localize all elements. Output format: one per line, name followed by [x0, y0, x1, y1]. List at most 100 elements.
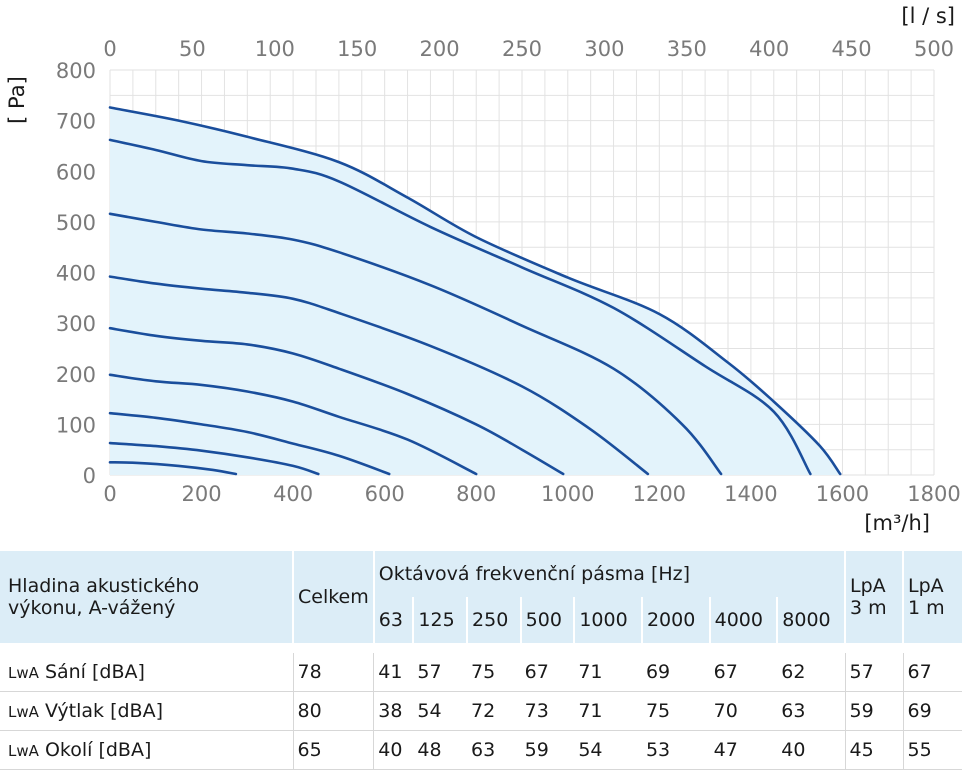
row-total: 80	[292, 691, 374, 731]
fan-curve-5	[108, 326, 565, 476]
band-value: 63	[467, 730, 521, 770]
table-header-row: Hladina akustického výkonu, A-vážený Cel…	[0, 551, 962, 643]
row-lpa-3m: 59	[844, 691, 903, 731]
x-bottom-tick-label: 1400	[724, 482, 777, 506]
x-bottom-tick-label: 400	[273, 482, 313, 506]
band-cell: 125	[412, 597, 468, 643]
fan-curve-7	[108, 411, 391, 476]
band-value: 41	[373, 653, 414, 692]
band-value: 75	[467, 653, 521, 692]
x-top-tick-label: 150	[337, 37, 377, 61]
y-axis-ticks: 0 100 200 300 400 500 600 700 800	[56, 59, 96, 488]
x-top-tick-label: 0	[103, 37, 116, 61]
band-value: 69	[641, 653, 710, 692]
fan-curve-9	[108, 461, 238, 476]
x-bottom-tick-label: 600	[365, 482, 405, 506]
row-label: LwA Okolí [dBA]	[0, 730, 293, 770]
band-cell: 4000	[708, 597, 778, 643]
header-label-line2: výkonu, A-vážený	[8, 597, 176, 619]
row-total: 78	[292, 653, 374, 692]
header-celkem: Celkem	[292, 551, 374, 643]
band-value: 72	[467, 691, 521, 731]
x-top-tick-label: 50	[179, 37, 206, 61]
y-tick-label: 400	[56, 262, 96, 286]
x-bottom-axis-ticks: 0 200 400 600 800 1000 1200 1400 1600 1800	[103, 482, 960, 506]
header-lpa-1m: LpA 1 m	[902, 551, 962, 643]
band-cell: 2000	[640, 597, 710, 643]
header-octave-title: Oktávová frekvenční pásma [Hz]	[372, 551, 845, 597]
row-lpa-3m: 45	[844, 730, 903, 770]
band-value: 67	[709, 653, 778, 692]
band-value: 48	[413, 730, 468, 770]
band-value: 62	[777, 653, 845, 692]
y-tick-label: 200	[56, 363, 96, 387]
y-tick-label: 800	[56, 59, 96, 83]
x-top-tick-label: 450	[832, 37, 872, 61]
y-tick-label: 100	[56, 413, 96, 437]
row-label: LwA Výtlak [dBA]	[0, 691, 293, 731]
x-bottom-tick-label: 1800	[907, 482, 960, 506]
fan-curve-2	[108, 138, 812, 476]
x-top-unit-label: [l / s]	[901, 4, 955, 28]
band-value: 53	[641, 730, 710, 770]
x-bottom-tick-label: 200	[182, 482, 222, 506]
fan-curve-4	[108, 275, 650, 476]
table-row: LwA Okolí [dBA] 65 40 48 63 59 54 53 47 …	[0, 730, 962, 770]
y-tick-label: 500	[56, 211, 96, 235]
band-value: 59	[520, 730, 575, 770]
fan-curve-3	[108, 212, 723, 476]
band-value: 71	[574, 653, 642, 692]
x-top-tick-label: 300	[584, 37, 624, 61]
band-cell: 500	[519, 597, 575, 643]
row-total: 65	[292, 730, 374, 770]
x-top-axis-ticks: 0 50 100 150 200 250 300 350 400 450 500	[103, 37, 954, 61]
x-bottom-tick-label: 0	[103, 482, 116, 506]
band-value: 54	[413, 691, 468, 731]
band-value: 40	[777, 730, 845, 770]
row-lpa-1m: 69	[902, 691, 962, 731]
x-bottom-tick-label: 1000	[541, 482, 594, 506]
x-top-tick-label: 400	[749, 37, 789, 61]
band-value: 40	[373, 730, 414, 770]
x-top-tick-label: 250	[502, 37, 542, 61]
curves	[108, 106, 842, 476]
y-tick-label: 300	[56, 312, 96, 336]
row-lpa-3m: 57	[844, 653, 903, 692]
band-value: 38	[373, 691, 414, 731]
table-row: LwA Výtlak [dBA] 80 38 54 72 73 71 75 70…	[0, 691, 962, 731]
table-spacer	[0, 643, 962, 653]
x-top-tick-label: 350	[667, 37, 707, 61]
band-cell: 1000	[573, 597, 642, 643]
y-tick-label: 700	[56, 110, 96, 134]
row-label: LwA Sání [dBA]	[0, 653, 293, 692]
band-value: 73	[520, 691, 575, 731]
table-row: LwA Sání [dBA] 78 41 57 75 67 71 69 67 6…	[0, 653, 962, 692]
x-bottom-unit-label: [m³/h]	[864, 511, 930, 535]
operating-area-fill	[110, 107, 841, 475]
band-value: 63	[777, 691, 845, 731]
x-bottom-tick-label: 1200	[633, 482, 686, 506]
y-tick-label: 0	[83, 464, 96, 488]
header-lpa-3m: LpA 3 m	[844, 551, 903, 643]
fan-curve-8	[108, 441, 320, 476]
band-value: 54	[574, 730, 642, 770]
band-value: 47	[709, 730, 778, 770]
x-bottom-tick-label: 1600	[816, 482, 869, 506]
band-value: 57	[413, 653, 468, 692]
band-value: 67	[520, 653, 575, 692]
x-bottom-tick-label: 800	[456, 482, 496, 506]
fan-curve-6	[108, 373, 478, 476]
x-top-tick-label: 200	[420, 37, 460, 61]
header-label-line1: Hladina akustického	[8, 575, 200, 597]
y-axis-label: [ Pa]	[5, 76, 29, 124]
fan-curve-1	[108, 106, 842, 476]
band-value: 75	[641, 691, 710, 731]
y-tick-label: 600	[56, 160, 96, 184]
header-label: Hladina akustického výkonu, A-vážený	[0, 551, 293, 643]
row-lpa-1m: 55	[902, 730, 962, 770]
band-cell: 8000	[776, 597, 845, 643]
x-top-tick-label: 100	[255, 37, 295, 61]
band-value: 70	[709, 691, 778, 731]
row-lpa-1m: 67	[902, 653, 962, 692]
